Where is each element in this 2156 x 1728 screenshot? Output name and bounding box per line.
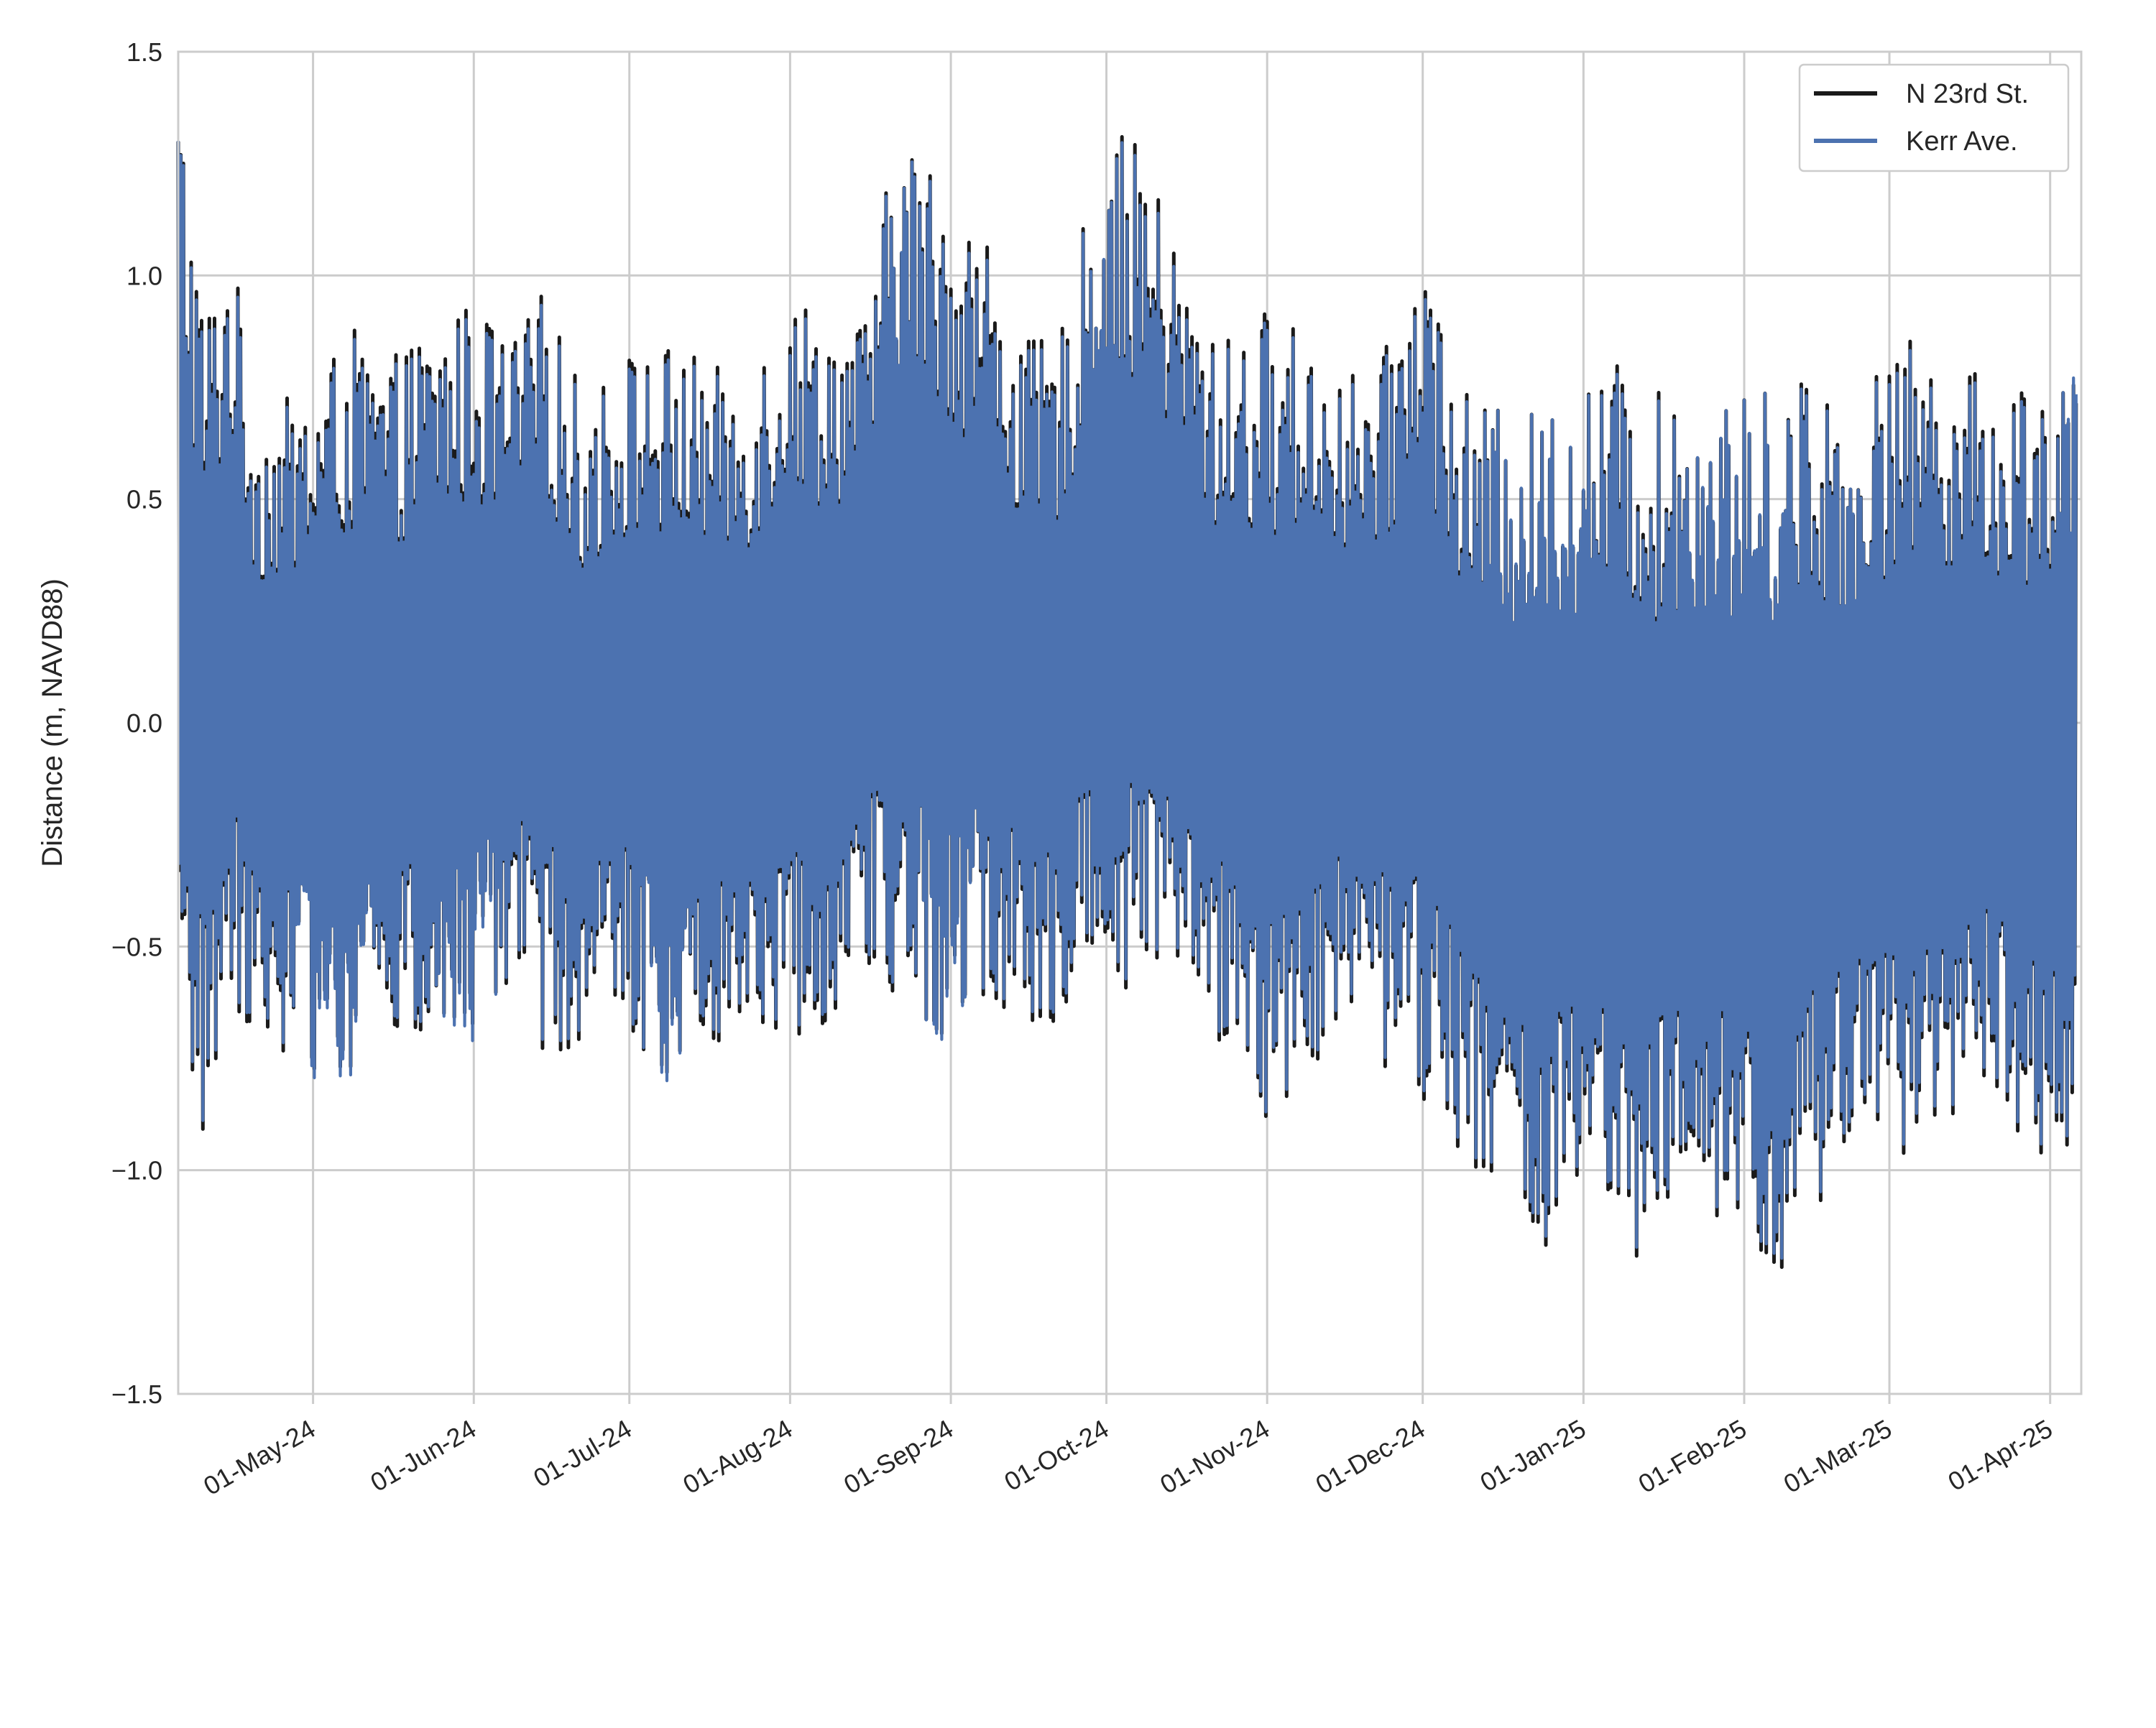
y-tick-label: 1.5: [126, 37, 162, 67]
x-tick-label: 01-Apr-25: [1943, 1413, 2058, 1497]
x-tick-label: 01-Mar-25: [1779, 1413, 1897, 1499]
x-tick-label: 01-Feb-25: [1634, 1413, 1751, 1499]
x-axis-ticks: 01-May-24 01-Jun-24 01-Jul-24 01-Aug-24 01-S…: [198, 1394, 2058, 1501]
x-tick-label: 01-Sep-24: [839, 1413, 958, 1500]
x-tick-label: 01-Jun-24: [365, 1413, 481, 1497]
x-tick-label: 01-Aug-24: [678, 1413, 797, 1500]
x-tick-label: 01-Nov-24: [1155, 1413, 1274, 1500]
y-tick-label: 1.0: [126, 261, 162, 290]
y-tick-label: 0.5: [126, 485, 162, 514]
y-tick-label: −1.0: [111, 1156, 162, 1186]
series-layer: [176, 135, 2078, 1270]
x-tick-label: 01-Jan-25: [1475, 1413, 1590, 1497]
x-tick-label: 01-Oct-24: [999, 1413, 1113, 1497]
plot-frame: [177, 50, 2083, 1395]
legend-label-n23rd: N 23rd St.: [1906, 79, 2029, 109]
y-axis-title: Distance (m, NAVD88): [37, 578, 68, 867]
x-tick-label: 01-Dec-24: [1311, 1413, 1430, 1500]
y-axis-ticks: 1.5 1.0 0.5 0.0 −0.5 −1.0 −1.5: [111, 37, 162, 1409]
x-tick-label: 01-Jul-24: [528, 1413, 636, 1493]
x-tick-label: 01-May-24: [198, 1413, 321, 1501]
y-tick-label: −1.5: [111, 1380, 162, 1409]
y-tick-label: 0.0: [126, 708, 162, 738]
legend-label-kerr: Kerr Ave.: [1906, 126, 2018, 157]
legend: N 23rd St. Kerr Ave.: [1798, 63, 2070, 172]
series-line-kerr: [176, 140, 2078, 1260]
y-tick-label: −0.5: [111, 932, 162, 961]
